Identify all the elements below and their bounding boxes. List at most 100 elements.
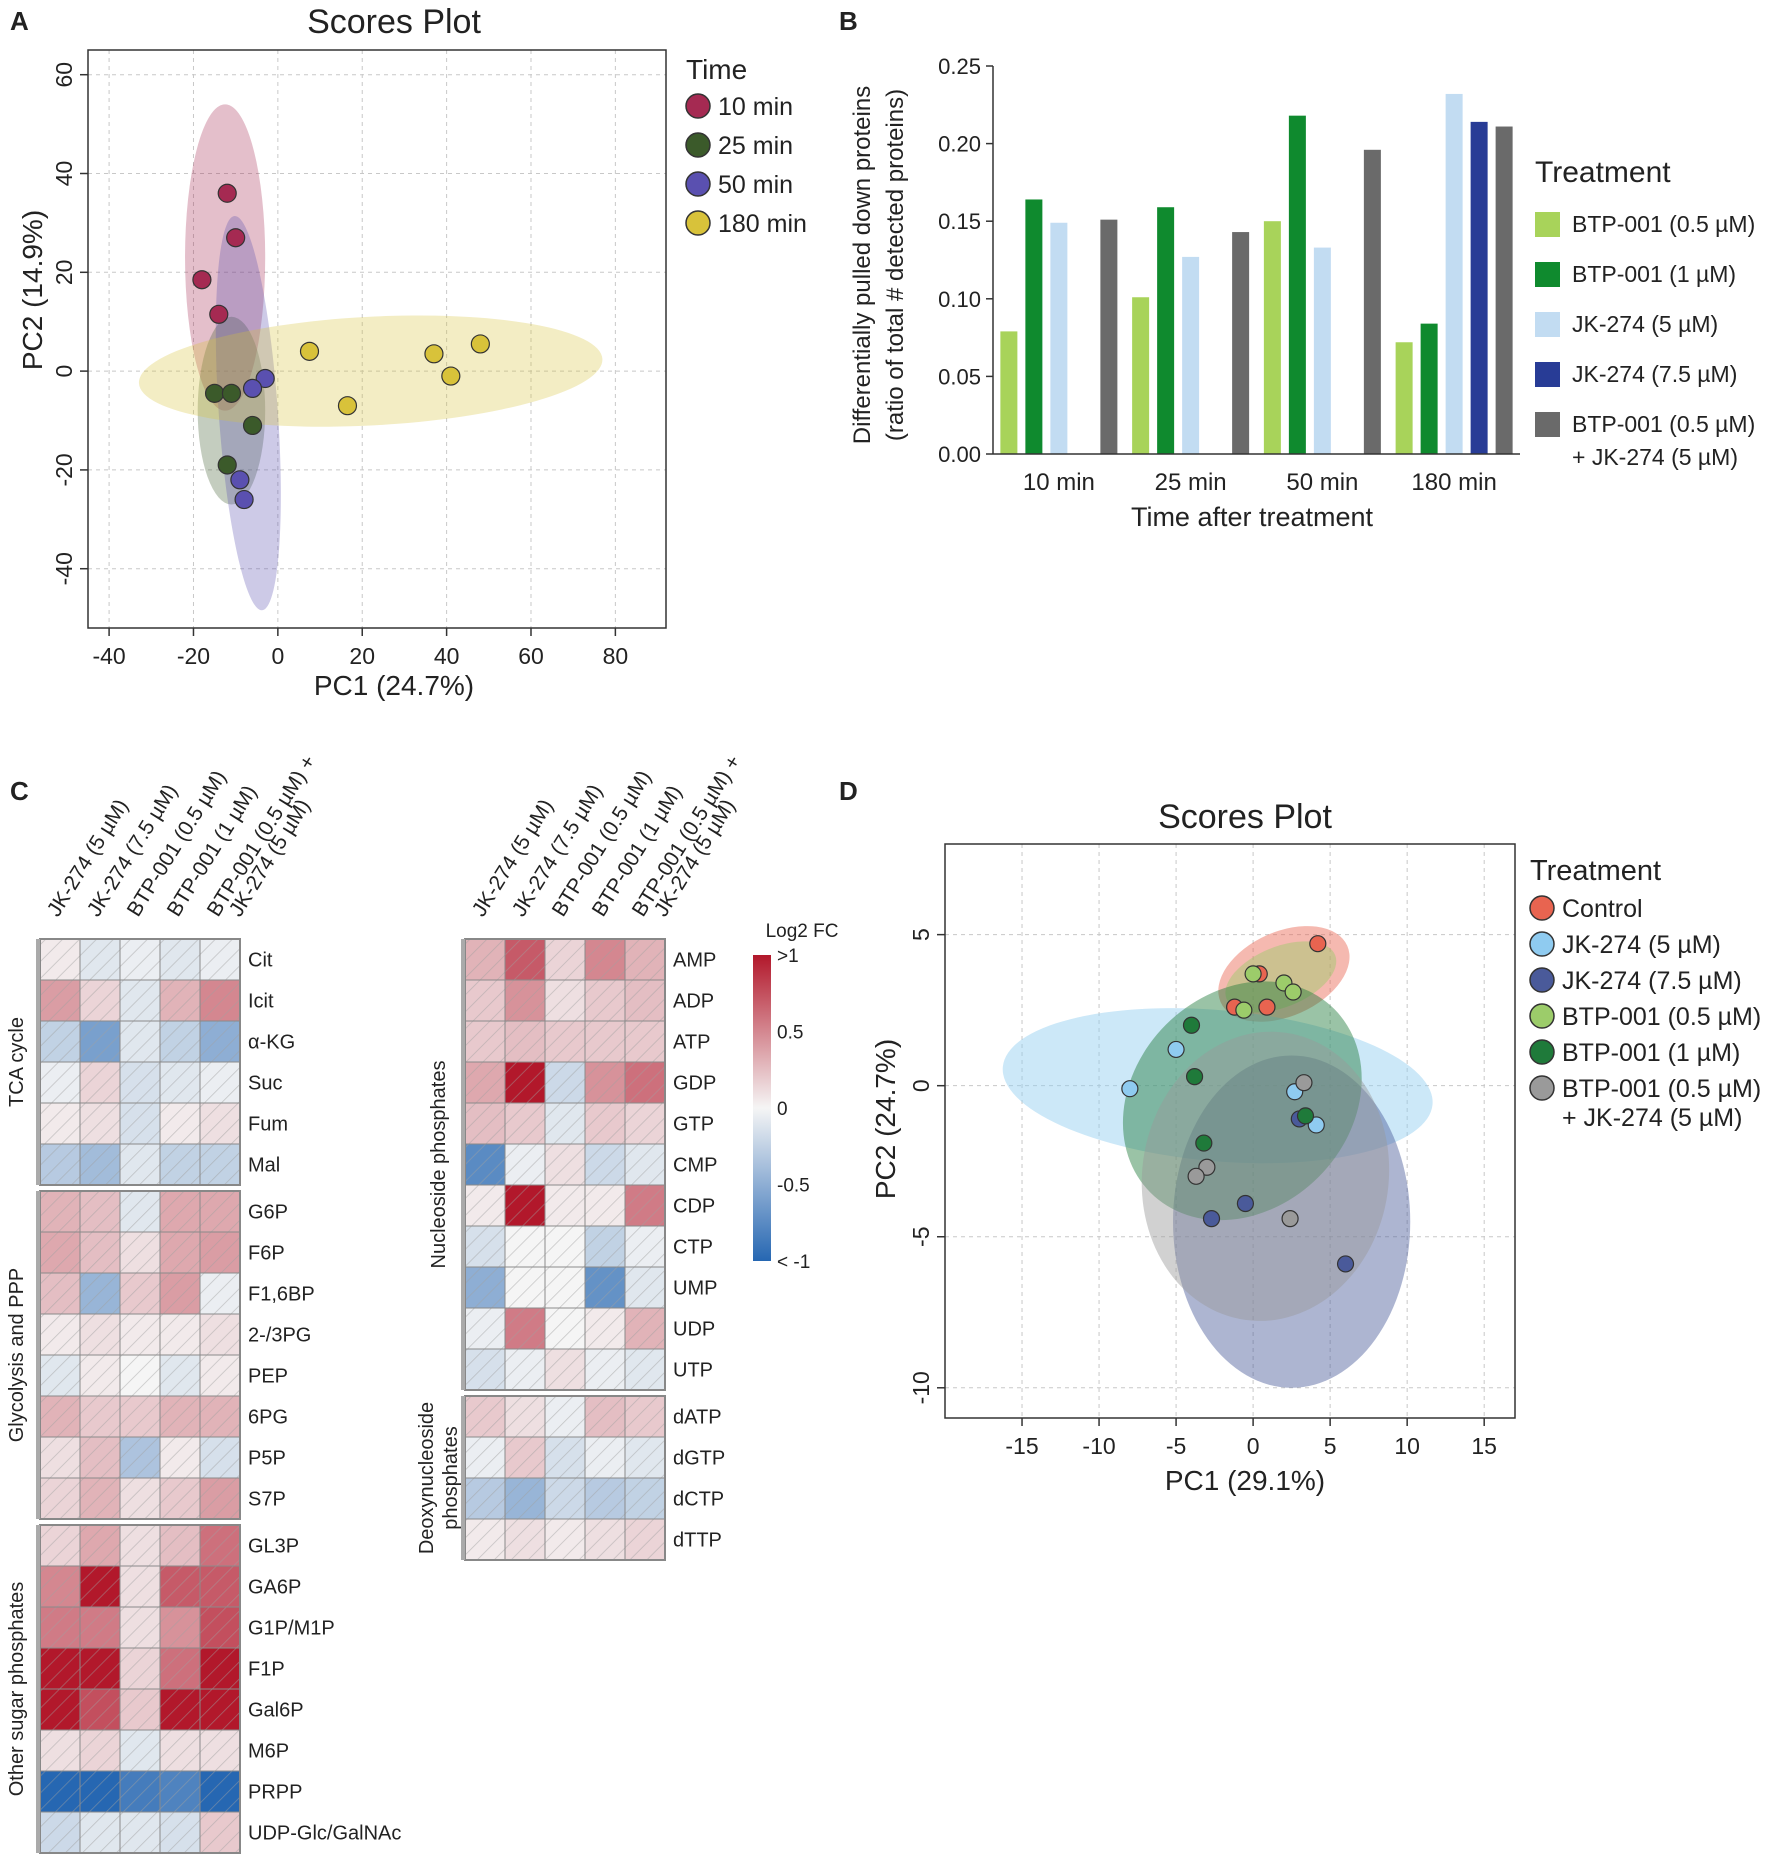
heatmap-cell-hatch	[465, 1226, 505, 1267]
row-label: G1P/M1P	[248, 1618, 335, 1640]
heatmap-cell-hatch	[200, 1437, 240, 1478]
y-tick-label: 0.10	[938, 287, 981, 312]
heatmap-cell-hatch	[40, 1396, 80, 1437]
y-tick-label: 5	[908, 928, 934, 941]
legend-marker	[1529, 1003, 1555, 1029]
colorbar-label: 0	[777, 1099, 788, 1120]
x-tick-label: -40	[92, 643, 125, 669]
group-label-line2: phosphates	[440, 1426, 462, 1529]
data-point	[1167, 1040, 1185, 1059]
legend-marker	[1529, 1075, 1555, 1101]
heatmap-cell-hatch	[160, 1144, 200, 1185]
heatmap-cell-hatch	[80, 1607, 120, 1648]
legend-marker	[1529, 895, 1555, 921]
y-tick-label: 0.25	[938, 54, 981, 79]
heatmap-cell-hatch	[80, 1730, 120, 1771]
heatmap-cell-hatch	[80, 1232, 120, 1273]
x-tick-label: 25 min	[1155, 469, 1227, 496]
heatmap-cell-hatch	[80, 1144, 120, 1185]
data-point	[1121, 1080, 1139, 1098]
row-label: GDP	[673, 1073, 716, 1095]
heatmap-cell-hatch	[40, 1607, 80, 1648]
heatmap-cell-hatch	[80, 980, 120, 1021]
row-label: 2-/3PG	[248, 1325, 311, 1347]
heatmap-cell-hatch	[160, 1771, 200, 1812]
heatmap-cell-hatch	[585, 1226, 625, 1267]
heatmap-cell-hatch	[585, 1519, 625, 1560]
y-tick-label: 0	[908, 1079, 934, 1092]
heatmap-cell-hatch	[545, 1308, 585, 1349]
heatmap-cell-hatch	[200, 980, 240, 1021]
data-point	[1195, 1134, 1213, 1152]
heatmap-cell-hatch	[160, 980, 200, 1021]
heatmap-cell-hatch	[120, 1273, 160, 1314]
data-point	[424, 344, 444, 364]
heatmap-cell-hatch	[80, 1273, 120, 1314]
panel-b-plot: 10 min 25 min 50 min 180 min 0.00 0.05 0.10 0.1…	[938, 54, 1755, 496]
panel-b-ylabel-line1: Differentially pulled down proteins	[849, 86, 876, 444]
heatmap-cell-hatch	[120, 1232, 160, 1273]
heatmap-cell-hatch	[160, 1689, 200, 1730]
heatmap-cell-hatch	[160, 1437, 200, 1478]
row-label: UTP	[673, 1360, 713, 1382]
y-tick-label: 0.00	[938, 442, 981, 467]
heatmap-cell-hatch	[625, 939, 665, 980]
data-point	[230, 470, 250, 490]
heatmap-cell-hatch	[120, 1566, 160, 1607]
heatmap-cell-hatch	[40, 1103, 80, 1144]
heatmap-cell-hatch	[40, 1730, 80, 1771]
row-label: dATP	[673, 1407, 722, 1429]
panel-letter-c: C	[10, 776, 29, 806]
heatmap-cell-hatch	[160, 1812, 200, 1853]
data-point	[209, 304, 229, 324]
heatmap-cell-hatch	[200, 1314, 240, 1355]
heatmap-cell-hatch	[120, 1314, 160, 1355]
legend-label: JK-274 (7.5 µM)	[1562, 967, 1742, 995]
row-label: GA6P	[248, 1577, 301, 1599]
heatmap-cell-hatch	[625, 980, 665, 1021]
x-tick-label: 0	[271, 643, 284, 669]
data-point	[1235, 1001, 1253, 1019]
y-tick-label: -10	[908, 1371, 934, 1404]
heatmap-cell-hatch	[465, 1103, 505, 1144]
row-label: UMP	[673, 1278, 717, 1300]
heatmap-cell-hatch	[465, 1267, 505, 1308]
heatmap-cell-hatch	[200, 1607, 240, 1648]
data-point	[441, 366, 461, 386]
heatmap-cell-hatch	[585, 1144, 625, 1185]
heatmap-cell-hatch	[505, 1349, 545, 1390]
heatmap-cell-hatch	[545, 980, 585, 1021]
y-tick-label: 20	[51, 260, 77, 286]
heatmap-cell-hatch	[80, 1689, 120, 1730]
heatmap-cell-hatch	[200, 1021, 240, 1062]
row-label: UDP	[673, 1319, 715, 1341]
legend-label: BTP-001 (1 µM)	[1572, 261, 1736, 287]
row-label: ATP	[673, 1032, 710, 1054]
panel-d-ylabel: PC2 (24.7%)	[870, 1039, 901, 1199]
x-tick-label: 80	[603, 643, 629, 669]
row-label: Icit	[248, 991, 274, 1013]
row-label: AMP	[673, 950, 716, 972]
heatmap-cell-hatch	[465, 1349, 505, 1390]
group-label: Nucleoside phosphates	[428, 1061, 450, 1269]
heatmap-cell-hatch	[200, 939, 240, 980]
row-label: ADP	[673, 991, 714, 1013]
row-label: Fum	[248, 1114, 288, 1136]
legend-marker	[685, 210, 711, 236]
y-tick-label: 0.15	[938, 209, 981, 234]
heatmap-cell-hatch	[545, 939, 585, 980]
row-label: GTP	[673, 1114, 714, 1136]
bar	[1232, 232, 1250, 454]
heatmap-cell-hatch	[585, 1021, 625, 1062]
x-tick-label: 20	[349, 643, 375, 669]
data-point	[470, 334, 490, 354]
heatmap-cell-hatch	[505, 1185, 545, 1226]
row-label: GL3P	[248, 1536, 299, 1558]
data-point	[1336, 1255, 1355, 1273]
heatmap-cell-hatch	[120, 1144, 160, 1185]
data-point	[217, 455, 237, 475]
colorbar	[753, 955, 771, 1261]
data-point	[1187, 1167, 1205, 1185]
heatmap-cell-hatch	[585, 1478, 625, 1519]
